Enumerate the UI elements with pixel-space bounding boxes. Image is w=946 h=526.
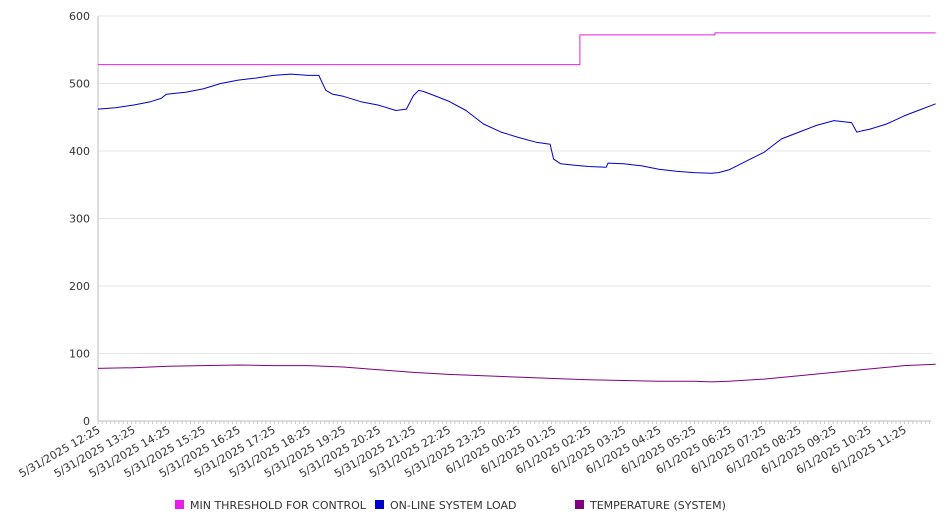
series-line-1	[97, 73, 936, 174]
plot-series	[97, 32, 936, 383]
y-tick-label: 300	[69, 213, 90, 226]
legend-swatch-threshold	[175, 500, 184, 509]
legend-label-load: ON-LINE SYSTEM LOAD	[390, 499, 516, 512]
legend-label-threshold: MIN THRESHOLD FOR CONTROL	[190, 499, 367, 512]
series-line-2	[97, 363, 936, 383]
y-tick-label: 500	[69, 78, 90, 91]
legend: MIN THRESHOLD FOR CONTROL ON-LINE SYSTEM…	[175, 499, 726, 512]
legend-swatch-temperature	[575, 500, 584, 509]
y-axis: 0 100 200 300 400 500 600	[69, 10, 99, 428]
y-tick-label: 0	[83, 415, 90, 428]
y-tick-label: 200	[69, 280, 90, 293]
x-axis: 5/31/2025 12:255/31/2025 13:255/31/2025 …	[17, 421, 931, 480]
legend-label-temperature: TEMPERATURE (SYSTEM)	[589, 499, 726, 512]
y-tick-label: 100	[69, 348, 90, 361]
series-line-0	[98, 32, 936, 66]
grid-lines	[98, 15, 931, 422]
y-tick-label: 600	[69, 10, 90, 23]
y-tick-label: 400	[69, 145, 90, 158]
legend-swatch-load	[375, 500, 384, 509]
